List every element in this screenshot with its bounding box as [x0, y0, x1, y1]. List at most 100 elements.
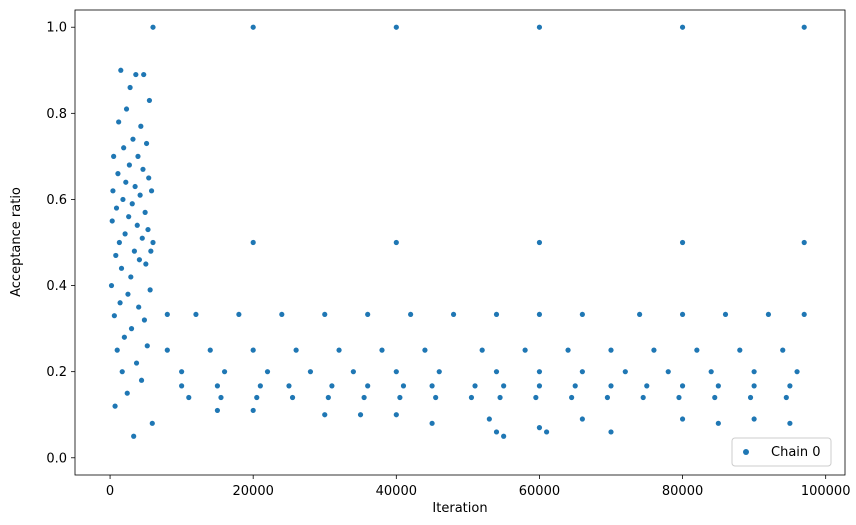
data-point: [136, 304, 142, 310]
data-point: [393, 369, 399, 375]
data-point: [264, 369, 271, 375]
data-point: [138, 377, 145, 383]
x-tick-label: 100000: [801, 484, 851, 499]
data-point: [801, 239, 807, 246]
data-point: [622, 369, 628, 375]
data-point: [450, 311, 457, 318]
legend-marker: [743, 449, 749, 455]
data-point: [608, 429, 614, 435]
data-point: [365, 311, 371, 318]
data-point: [322, 311, 328, 318]
data-point: [250, 239, 256, 246]
y-axis-label: Acceptance ratio: [9, 187, 24, 297]
data-point: [218, 394, 224, 401]
data-point: [679, 383, 686, 389]
data-point: [125, 291, 131, 297]
x-axis-ticks: 0 20000 40000 60000 80000 100000: [106, 475, 851, 499]
data-point: [722, 311, 729, 318]
data-point: [365, 383, 371, 389]
data-point: [644, 383, 650, 389]
data-point: [400, 383, 407, 389]
data-point: [325, 394, 331, 401]
y-tick-label: 0.8: [46, 107, 67, 122]
data-point: [679, 24, 686, 30]
data-point: [109, 218, 115, 224]
data-point: [141, 317, 148, 323]
data-point: [127, 84, 133, 91]
data-point: [186, 394, 192, 401]
data-point: [408, 311, 414, 318]
data-point: [113, 205, 120, 211]
y-tick-label: 0.6: [46, 193, 67, 208]
data-point: [801, 311, 807, 318]
data-point: [486, 416, 492, 422]
data-point: [132, 183, 138, 190]
data-point: [522, 347, 528, 353]
data-point: [148, 248, 154, 254]
data-point: [135, 153, 141, 159]
x-axis-label: Iteration: [432, 501, 487, 516]
data-point: [141, 71, 147, 78]
data-point: [433, 394, 439, 401]
data-point: [116, 239, 122, 246]
data-point: [751, 383, 757, 389]
data-point: [128, 326, 135, 332]
data-point: [143, 140, 150, 147]
data-point: [783, 394, 789, 401]
data-point: [286, 383, 292, 389]
y-tick-label: 1.0: [46, 21, 67, 36]
x-tick-label: 60000: [519, 484, 560, 499]
data-point: [124, 390, 130, 396]
data-point: [679, 239, 686, 246]
data-point: [164, 311, 170, 318]
data-point: [468, 394, 475, 401]
data-point: [429, 420, 435, 426]
data-point: [694, 347, 700, 353]
data-point: [322, 412, 328, 418]
data-point: [765, 311, 772, 318]
data-point: [479, 347, 485, 353]
plot-area: [74, 9, 846, 476]
data-point: [120, 196, 126, 203]
data-point: [679, 416, 686, 422]
data-point: [119, 369, 125, 375]
data-point: [121, 334, 127, 340]
data-point: [787, 420, 793, 426]
data-point: [708, 369, 714, 375]
data-point: [236, 311, 242, 318]
data-point: [257, 383, 263, 389]
data-point: [143, 261, 149, 267]
data-point: [497, 394, 503, 401]
data-point: [140, 166, 146, 172]
data-point: [393, 412, 399, 418]
data-point: [501, 383, 507, 389]
data-point: [536, 369, 543, 375]
data-point: [117, 300, 123, 306]
data-point: [307, 369, 314, 375]
data-point: [137, 192, 143, 198]
data-point: [179, 383, 185, 389]
data-point: [715, 383, 721, 389]
data-point: [193, 311, 199, 318]
data-point: [134, 222, 140, 228]
data-point: [751, 369, 757, 375]
data-point: [604, 394, 611, 401]
legend-box: [731, 437, 832, 467]
data-point: [640, 394, 646, 401]
data-point: [379, 347, 385, 353]
data-points: [108, 24, 807, 439]
x-tick-label: 40000: [376, 484, 417, 499]
data-point: [136, 257, 143, 263]
data-point: [130, 136, 136, 142]
data-point: [250, 347, 256, 353]
data-point: [279, 311, 285, 318]
data-point: [665, 369, 671, 375]
x-tick-label: 0: [106, 484, 114, 499]
data-point: [536, 311, 543, 318]
y-tick-label: 0.0: [46, 451, 67, 466]
data-point: [493, 369, 500, 375]
data-point: [357, 412, 364, 418]
data-point: [543, 429, 550, 435]
data-point: [254, 394, 260, 401]
data-point: [651, 347, 657, 353]
